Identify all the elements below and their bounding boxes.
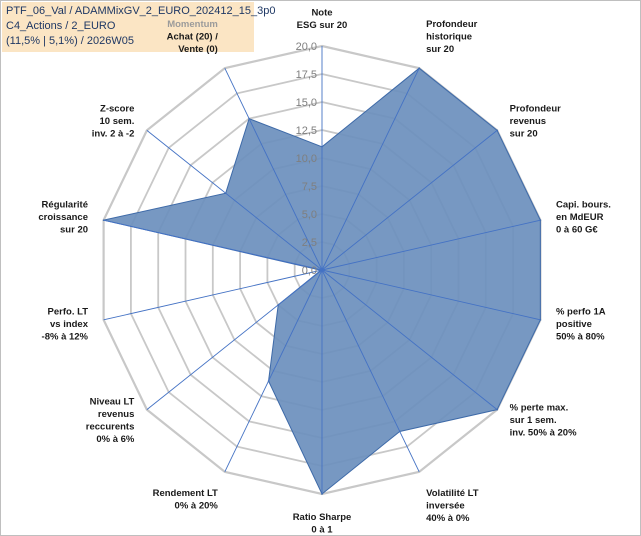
- axis-label-line: vs index: [50, 319, 89, 330]
- tick-label: 7,5: [302, 181, 317, 193]
- axis-label-line: revenus: [510, 116, 546, 127]
- axis-label-line: ESG sur 20: [297, 20, 348, 31]
- portfolio-info-box: PTF_06_Val / ADAMMixGV_2_EURO_202412_15_…: [2, 2, 276, 52]
- axis-label-line: 0% à 6%: [96, 434, 135, 445]
- axis-spoke: [321, 219, 541, 271]
- axis-label-line: Momentum: [167, 19, 218, 30]
- axis-label: Capi. bours. en MdEUR 0 à 60 G€: [556, 200, 611, 236]
- axis-spoke: [224, 269, 323, 473]
- tick-label: 20,0: [296, 41, 317, 53]
- axis-label-line: Niveau LT: [90, 396, 135, 407]
- axis-spokes: [103, 46, 541, 494]
- axis-label-line: Achat (20) /: [167, 31, 219, 42]
- axis-label-line: croissance: [38, 212, 88, 223]
- tick-label: 2,5: [302, 237, 317, 249]
- axis-label: Profondeur historique sur 20: [426, 19, 477, 55]
- axis-label-line: sur 20: [60, 225, 88, 236]
- axis-label-line: Perfo. LT: [48, 306, 89, 317]
- axis-label: Momentum Achat (20) / Vente (0): [167, 19, 219, 55]
- axis-label-line: inversée: [426, 501, 465, 512]
- axis-spoke: [224, 67, 323, 271]
- axis-label-line: 50% à 80%: [556, 331, 605, 342]
- axis-label-line: sur 20: [510, 128, 538, 139]
- tick-label: 10,0: [296, 153, 317, 165]
- axis-label-line: inv. 2 à -2: [92, 128, 135, 139]
- axis-spoke: [321, 269, 541, 321]
- axis-label-line: -8% à 12%: [42, 331, 89, 342]
- axis-label-line: % perte max.: [510, 403, 569, 414]
- performance-summary: (11,5% | 5,1%) / 2026W05: [6, 35, 134, 47]
- axis-spoke: [321, 269, 420, 473]
- axis-label-line: reccurents: [86, 421, 135, 432]
- tick-label: 5,0: [302, 209, 317, 221]
- tick-labels: 0,0 2,5 5,0 7,5 10,0 12,5 15,0 17,5 20,0: [296, 41, 317, 277]
- axis-label-line: % perfo 1A: [556, 306, 606, 317]
- axis-label-line: Régularité: [42, 200, 88, 211]
- axis-spoke: [103, 269, 323, 321]
- tick-label: 12,5: [296, 125, 317, 137]
- axis-label-line: inv. 50% à 20%: [510, 428, 577, 439]
- tick-label: 0,0: [302, 265, 317, 277]
- axis-label-line: positive: [556, 319, 592, 330]
- axis-labels: Note ESG sur 20 Profondeur historique sur 20…: [38, 8, 611, 536]
- axis-label-line: Profondeur: [510, 103, 561, 114]
- tick-label: 15,0: [296, 97, 317, 109]
- portfolio-name: PTF_06_Val / ADAMMixGV_2_EURO_202412_15_…: [6, 5, 276, 17]
- axis-label: % perfo 1A positive 50% à 80%: [556, 306, 606, 342]
- axis-label: Régularité croissance sur 20: [38, 200, 88, 236]
- axis-label-line: Volatilité LT: [426, 488, 479, 499]
- axis-label: Niveau LT revenus reccurents 0% à 6%: [86, 396, 135, 445]
- axis-spoke: [321, 129, 498, 271]
- axis-label-line: 0 à 1: [311, 525, 333, 536]
- axis-label-line: Capi. bours.: [556, 200, 611, 211]
- axis-spoke: [321, 67, 420, 271]
- axis-label: Volatilité LT inversée 40% à 0%: [426, 488, 479, 524]
- axis-label-line: 0% à 20%: [175, 501, 219, 512]
- axis-label-line: Profondeur: [426, 19, 477, 30]
- axis-label-line: Note: [311, 8, 332, 19]
- axis-label: Z-score 10 sem. inv. 2 à -2: [92, 103, 135, 139]
- axis-label: Rendement LT 0% à 20%: [153, 488, 219, 512]
- tick-label: 17,5: [296, 69, 317, 81]
- asset-class: C4_Actions / 2_EURO: [6, 20, 116, 32]
- axis-label: Note ESG sur 20: [297, 8, 348, 32]
- axis-spoke: [146, 269, 323, 411]
- axis-label-line: sur 1 sem.: [510, 415, 557, 426]
- axis-label-line: en MdEUR: [556, 212, 604, 223]
- axis-label-line: 0 à 60 G€: [556, 225, 598, 236]
- axis-label-line: historique: [426, 31, 472, 42]
- axis-label-line: revenus: [98, 409, 134, 420]
- axis-label: Ratio Sharpe 0 à 1: [293, 512, 352, 536]
- axis-label-line: Ratio Sharpe: [293, 512, 352, 523]
- axis-label-line: sur 20: [426, 44, 454, 55]
- axis-label: % perte max. sur 1 sem. inv. 50% à 20%: [510, 403, 577, 439]
- axis-label-line: 40% à 0%: [426, 513, 470, 524]
- axis-label: Perfo. LT vs index -8% à 12%: [42, 306, 89, 342]
- axis-label-line: 10 sem.: [99, 116, 134, 127]
- axis-spoke: [103, 219, 323, 271]
- axis-spoke: [321, 269, 498, 411]
- axis-label-line: Rendement LT: [153, 488, 218, 499]
- axis-label: Profondeur revenus sur 20: [510, 103, 561, 139]
- axis-spoke: [146, 129, 323, 271]
- axis-label-line: Z-score: [100, 103, 134, 114]
- axis-label-line: Vente (0): [178, 44, 218, 55]
